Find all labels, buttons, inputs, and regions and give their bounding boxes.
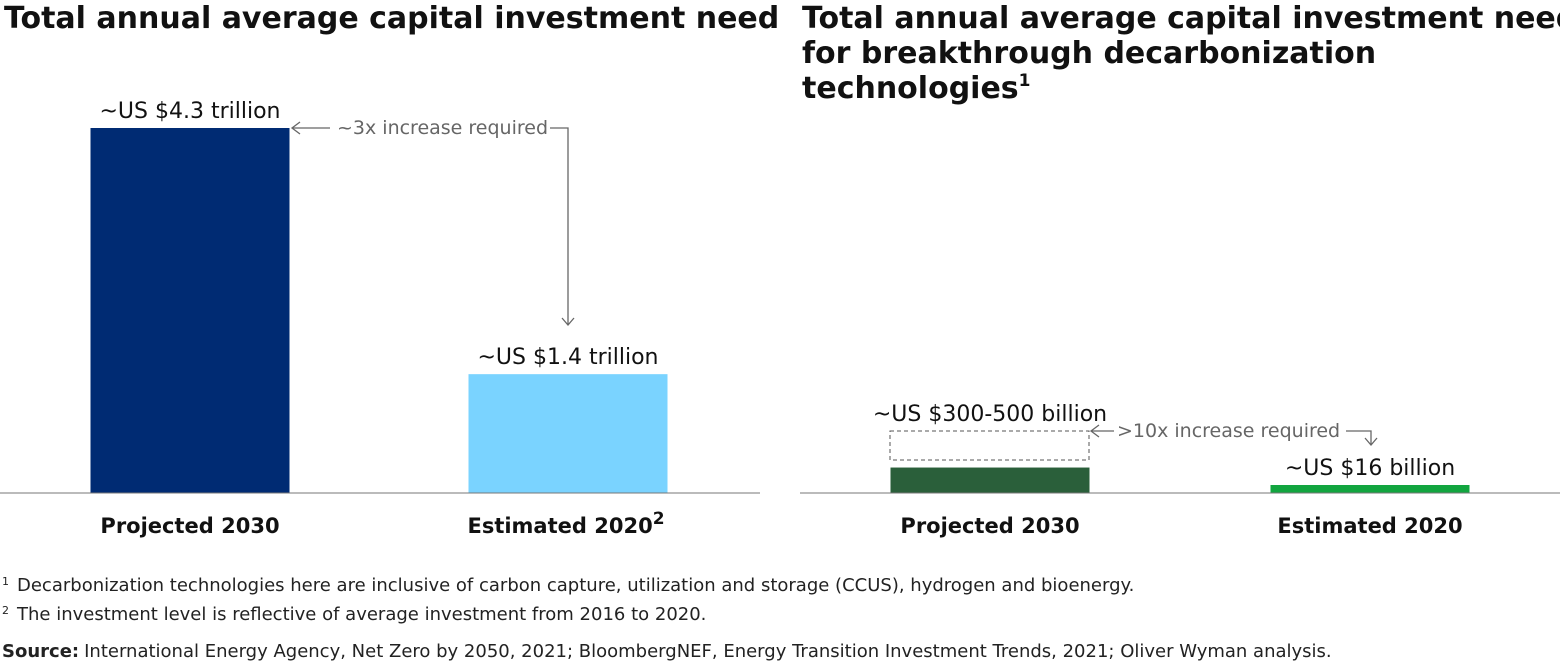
chart2-increase-arrow [1089,424,1378,446]
footnote-2: 2 The investment level is reflective of a… [2,604,706,625]
chart1-annotation: ~3x increase required [337,117,548,139]
chart1-data-label-projected-2030: ~US $4.3 trillion [100,99,281,124]
chart2-category-projected-2030: Projected 2030 [900,514,1079,538]
chart2-data-label-projected-2030: ~US $300-500 billion [873,402,1107,427]
chart2-title: Total annual average capital investment … [802,1,1560,106]
source-note: Source: International Energy Agency, Net … [2,641,1332,662]
chart1-bar-estimated-2020 [468,374,668,493]
chart1-bars [90,128,668,493]
chart2-bar-projected-2030 [890,467,1090,493]
chart1-category-projected-2030: Projected 2030 [100,514,279,538]
chart2-data-label-estimated-2020: ~US $16 billion [1285,456,1455,481]
chart2-bars [890,467,1470,493]
chart1-title: Total annual average capital investment … [4,1,779,36]
footnote-1: 1 Decarbonization technologies here are i… [2,575,1134,596]
chart2-annotation: >10x increase required [1117,420,1340,442]
chart1-category-estimated-2020: Estimated 20202 [467,509,664,538]
chart2-category-estimated-2020: Estimated 2020 [1277,514,1462,538]
chart2-bar-estimated-2020 [1270,485,1470,493]
chart2-range-high-outline [889,430,1090,461]
chart1-bar-projected-2030 [90,128,290,493]
chart1-increase-arrow [290,121,575,326]
chart1-data-label-estimated-2020: ~US $1.4 trillion [478,345,659,370]
